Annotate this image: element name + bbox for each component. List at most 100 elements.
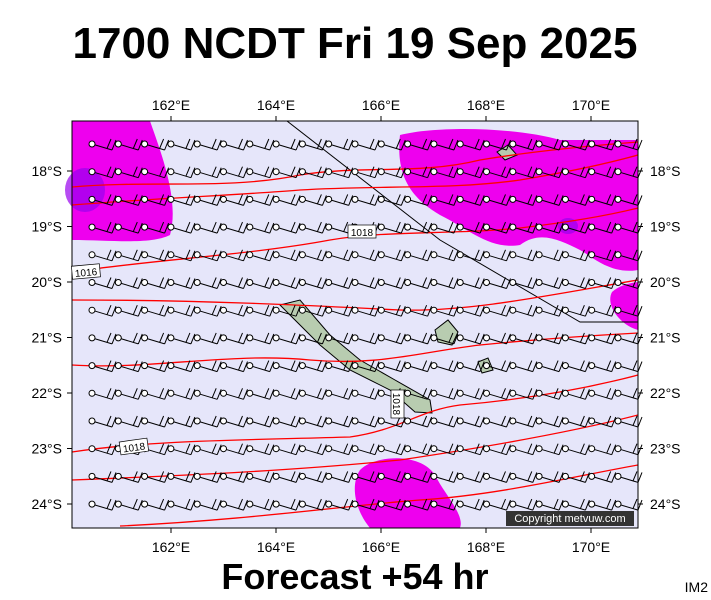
station (141, 362, 149, 370)
station (404, 195, 412, 203)
station (325, 417, 333, 425)
station (193, 223, 201, 231)
station (246, 279, 254, 286)
station (509, 472, 517, 480)
station (377, 334, 385, 342)
station (246, 362, 254, 370)
station (588, 445, 596, 453)
station (430, 500, 438, 508)
station (246, 223, 254, 231)
station (246, 195, 254, 203)
station (404, 389, 412, 397)
forecast-label: Forecast +54 hr (221, 556, 488, 597)
isobar-label-text: 1016 (75, 267, 99, 280)
station (246, 500, 254, 508)
lat-label: 23°S (31, 441, 62, 457)
lat-label: 21°S (31, 330, 62, 346)
station (404, 445, 412, 453)
station (430, 334, 438, 342)
station (456, 195, 464, 203)
station (167, 389, 175, 397)
station (220, 195, 227, 203)
station (377, 195, 385, 203)
station (246, 306, 254, 314)
station (614, 472, 622, 480)
station (561, 445, 569, 453)
lat-label: 20°S (650, 274, 681, 290)
station (351, 168, 359, 176)
station (193, 389, 201, 397)
station (561, 389, 569, 397)
isobar-label: 1016 (71, 263, 101, 280)
station (114, 168, 122, 176)
station (509, 168, 517, 176)
station (272, 389, 280, 397)
station (614, 417, 622, 425)
station (377, 417, 385, 425)
lon-label: 162°E (152, 97, 190, 113)
station (298, 195, 306, 203)
station (614, 251, 622, 259)
map: Copyright metvuw.com (65, 120, 643, 529)
station (588, 389, 596, 397)
station (298, 389, 306, 397)
station (561, 306, 569, 314)
lon-label: 164°E (257, 97, 295, 113)
station (509, 306, 517, 314)
station (483, 334, 490, 342)
station (509, 445, 517, 453)
station (483, 445, 490, 453)
station (430, 389, 438, 397)
station (456, 251, 464, 259)
station (430, 251, 438, 259)
station (588, 306, 596, 314)
isobar-label: 1018 (118, 437, 150, 455)
lon-label: 168°E (467, 539, 505, 555)
station (88, 306, 96, 314)
station (561, 362, 569, 370)
station (430, 279, 438, 286)
station (220, 140, 227, 148)
station (325, 223, 333, 231)
station (456, 334, 464, 342)
station (141, 279, 149, 286)
station (404, 223, 412, 231)
station (483, 168, 490, 176)
station (246, 389, 254, 397)
station (561, 500, 569, 508)
station (404, 251, 412, 259)
station (509, 279, 517, 286)
station (377, 472, 385, 480)
station (298, 362, 306, 370)
station (114, 334, 122, 342)
station (272, 472, 280, 480)
station (614, 306, 622, 314)
station (325, 168, 333, 176)
station (167, 223, 175, 231)
station (141, 306, 149, 314)
station (220, 417, 227, 425)
station (141, 334, 149, 342)
station (588, 417, 596, 425)
station (114, 140, 122, 148)
station (535, 362, 543, 370)
station (614, 168, 622, 176)
station (456, 362, 464, 370)
station (614, 195, 622, 203)
station (272, 140, 280, 148)
lat-label: 19°S (650, 219, 681, 235)
station (561, 417, 569, 425)
isobar-label: 1018 (347, 224, 377, 239)
station (483, 389, 490, 397)
station (298, 417, 306, 425)
station (404, 168, 412, 176)
station (588, 223, 596, 231)
copyright: Copyright metvuw.com (514, 513, 625, 525)
station (404, 472, 412, 480)
station (351, 389, 359, 397)
station (535, 195, 543, 203)
station (88, 417, 96, 425)
station (535, 140, 543, 148)
station (114, 472, 122, 480)
lon-label: 162°E (152, 539, 190, 555)
